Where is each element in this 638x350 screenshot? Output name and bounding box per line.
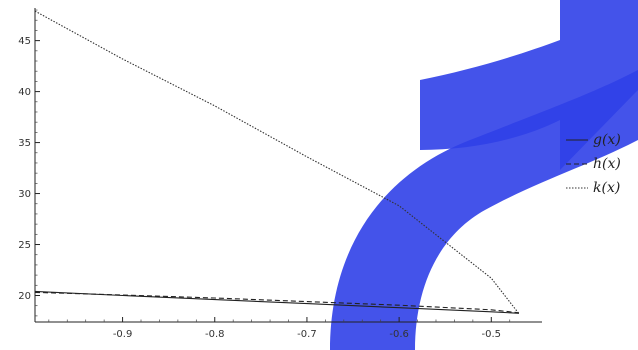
y-tick-label: 40 <box>18 87 31 98</box>
legend: g(x) h(x) k(x) <box>566 132 621 196</box>
axes <box>34 8 542 323</box>
x-axis-ticks: -0.9 -0.8 -0.7 -0.6 -0.5 <box>48 317 511 340</box>
y-tick-label: 30 <box>18 189 31 200</box>
series-lines <box>34 10 520 315</box>
series-line-kx <box>34 10 520 315</box>
series-line-hx <box>34 291 520 314</box>
x-tick-label: -0.5 <box>482 329 502 340</box>
y-tick-label: 35 <box>18 138 31 149</box>
legend-label: g(x) <box>593 132 621 148</box>
x-tick-label: -0.6 <box>389 329 409 340</box>
y-tick-label: 25 <box>18 240 31 251</box>
x-tick-label: -0.8 <box>205 329 225 340</box>
y-tick-label: 20 <box>18 291 31 302</box>
y-axis-ticks: 20 25 30 35 40 45 <box>18 9 40 317</box>
x-tick-label: -0.7 <box>297 329 317 340</box>
legend-label: k(x) <box>593 180 620 196</box>
legend-label: h(x) <box>593 156 621 172</box>
y-tick-label: 45 <box>18 36 31 47</box>
series-line-gx <box>34 290 520 314</box>
x-tick-label: -0.9 <box>113 329 133 340</box>
